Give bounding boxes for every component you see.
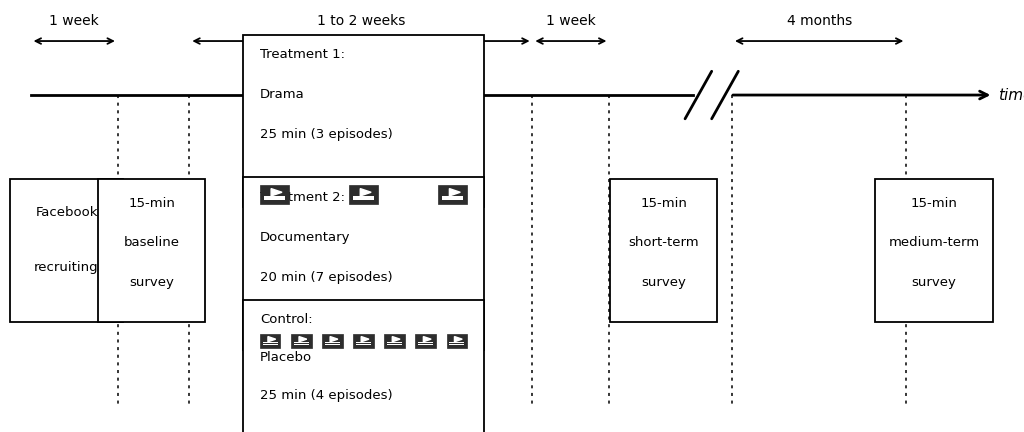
Bar [244,300,483,432]
Bar [610,179,717,322]
Text: Documentary: Documentary [260,231,350,244]
Polygon shape [360,189,371,196]
Bar [874,179,993,322]
Text: Control:: Control: [260,314,312,327]
Bar [263,197,285,198]
Bar [244,177,483,350]
Bar [353,334,374,348]
Text: short-term: short-term [629,236,698,249]
Bar [291,334,311,348]
Bar [442,197,464,198]
Bar [263,198,285,200]
Text: Treatment 1:: Treatment 1: [260,48,345,61]
Bar [387,342,402,343]
Text: 1 to 2 weeks: 1 to 2 weeks [316,14,406,28]
Text: Facebook: Facebook [35,206,98,219]
Bar [10,179,123,322]
Polygon shape [361,337,369,342]
Text: 1 week: 1 week [546,14,596,28]
Bar [262,343,278,345]
Bar [418,343,433,345]
Bar [387,343,402,345]
Bar [450,342,465,343]
Polygon shape [450,189,460,196]
Text: 25 min (4 episodes): 25 min (4 episodes) [260,389,392,402]
Text: baseline: baseline [124,236,179,249]
Bar [325,342,340,343]
Polygon shape [392,337,400,342]
Text: survey: survey [641,276,686,289]
Polygon shape [268,337,275,342]
Text: medium-term: medium-term [889,236,979,249]
Bar [416,334,436,348]
Bar [260,185,289,204]
Text: Treatment 2:: Treatment 2: [260,191,345,204]
Bar [450,343,465,345]
Text: recruiting: recruiting [34,260,99,273]
Text: 25 min (3 episodes): 25 min (3 episodes) [260,128,393,141]
Bar [442,198,464,200]
Bar [294,343,309,345]
Bar [244,35,483,207]
Bar [356,343,371,345]
Bar [323,334,343,348]
Bar [352,197,375,198]
Text: 15-min: 15-min [910,197,957,210]
Polygon shape [330,337,338,342]
Bar [356,342,371,343]
Text: 4 months: 4 months [786,14,852,28]
Bar [438,185,467,204]
Polygon shape [423,337,431,342]
Text: Placebo: Placebo [260,351,312,364]
Text: Drama: Drama [260,88,305,101]
Text: time: time [998,88,1024,102]
Bar [418,342,433,343]
Polygon shape [299,337,307,342]
Bar [446,334,467,348]
Polygon shape [271,189,282,196]
Bar [384,334,404,348]
Text: survey: survey [911,276,956,289]
Text: 15-min: 15-min [640,197,687,210]
Text: survey: survey [129,276,174,289]
Bar [294,342,309,343]
Text: 15-min: 15-min [128,197,175,210]
Bar [260,334,281,348]
Bar [349,185,378,204]
Bar [262,342,278,343]
Bar [325,343,340,345]
Bar [98,179,205,322]
Polygon shape [455,337,462,342]
Text: 1 week: 1 week [49,14,99,28]
Bar [352,198,375,200]
Text: 20 min (7 episodes): 20 min (7 episodes) [260,270,392,284]
